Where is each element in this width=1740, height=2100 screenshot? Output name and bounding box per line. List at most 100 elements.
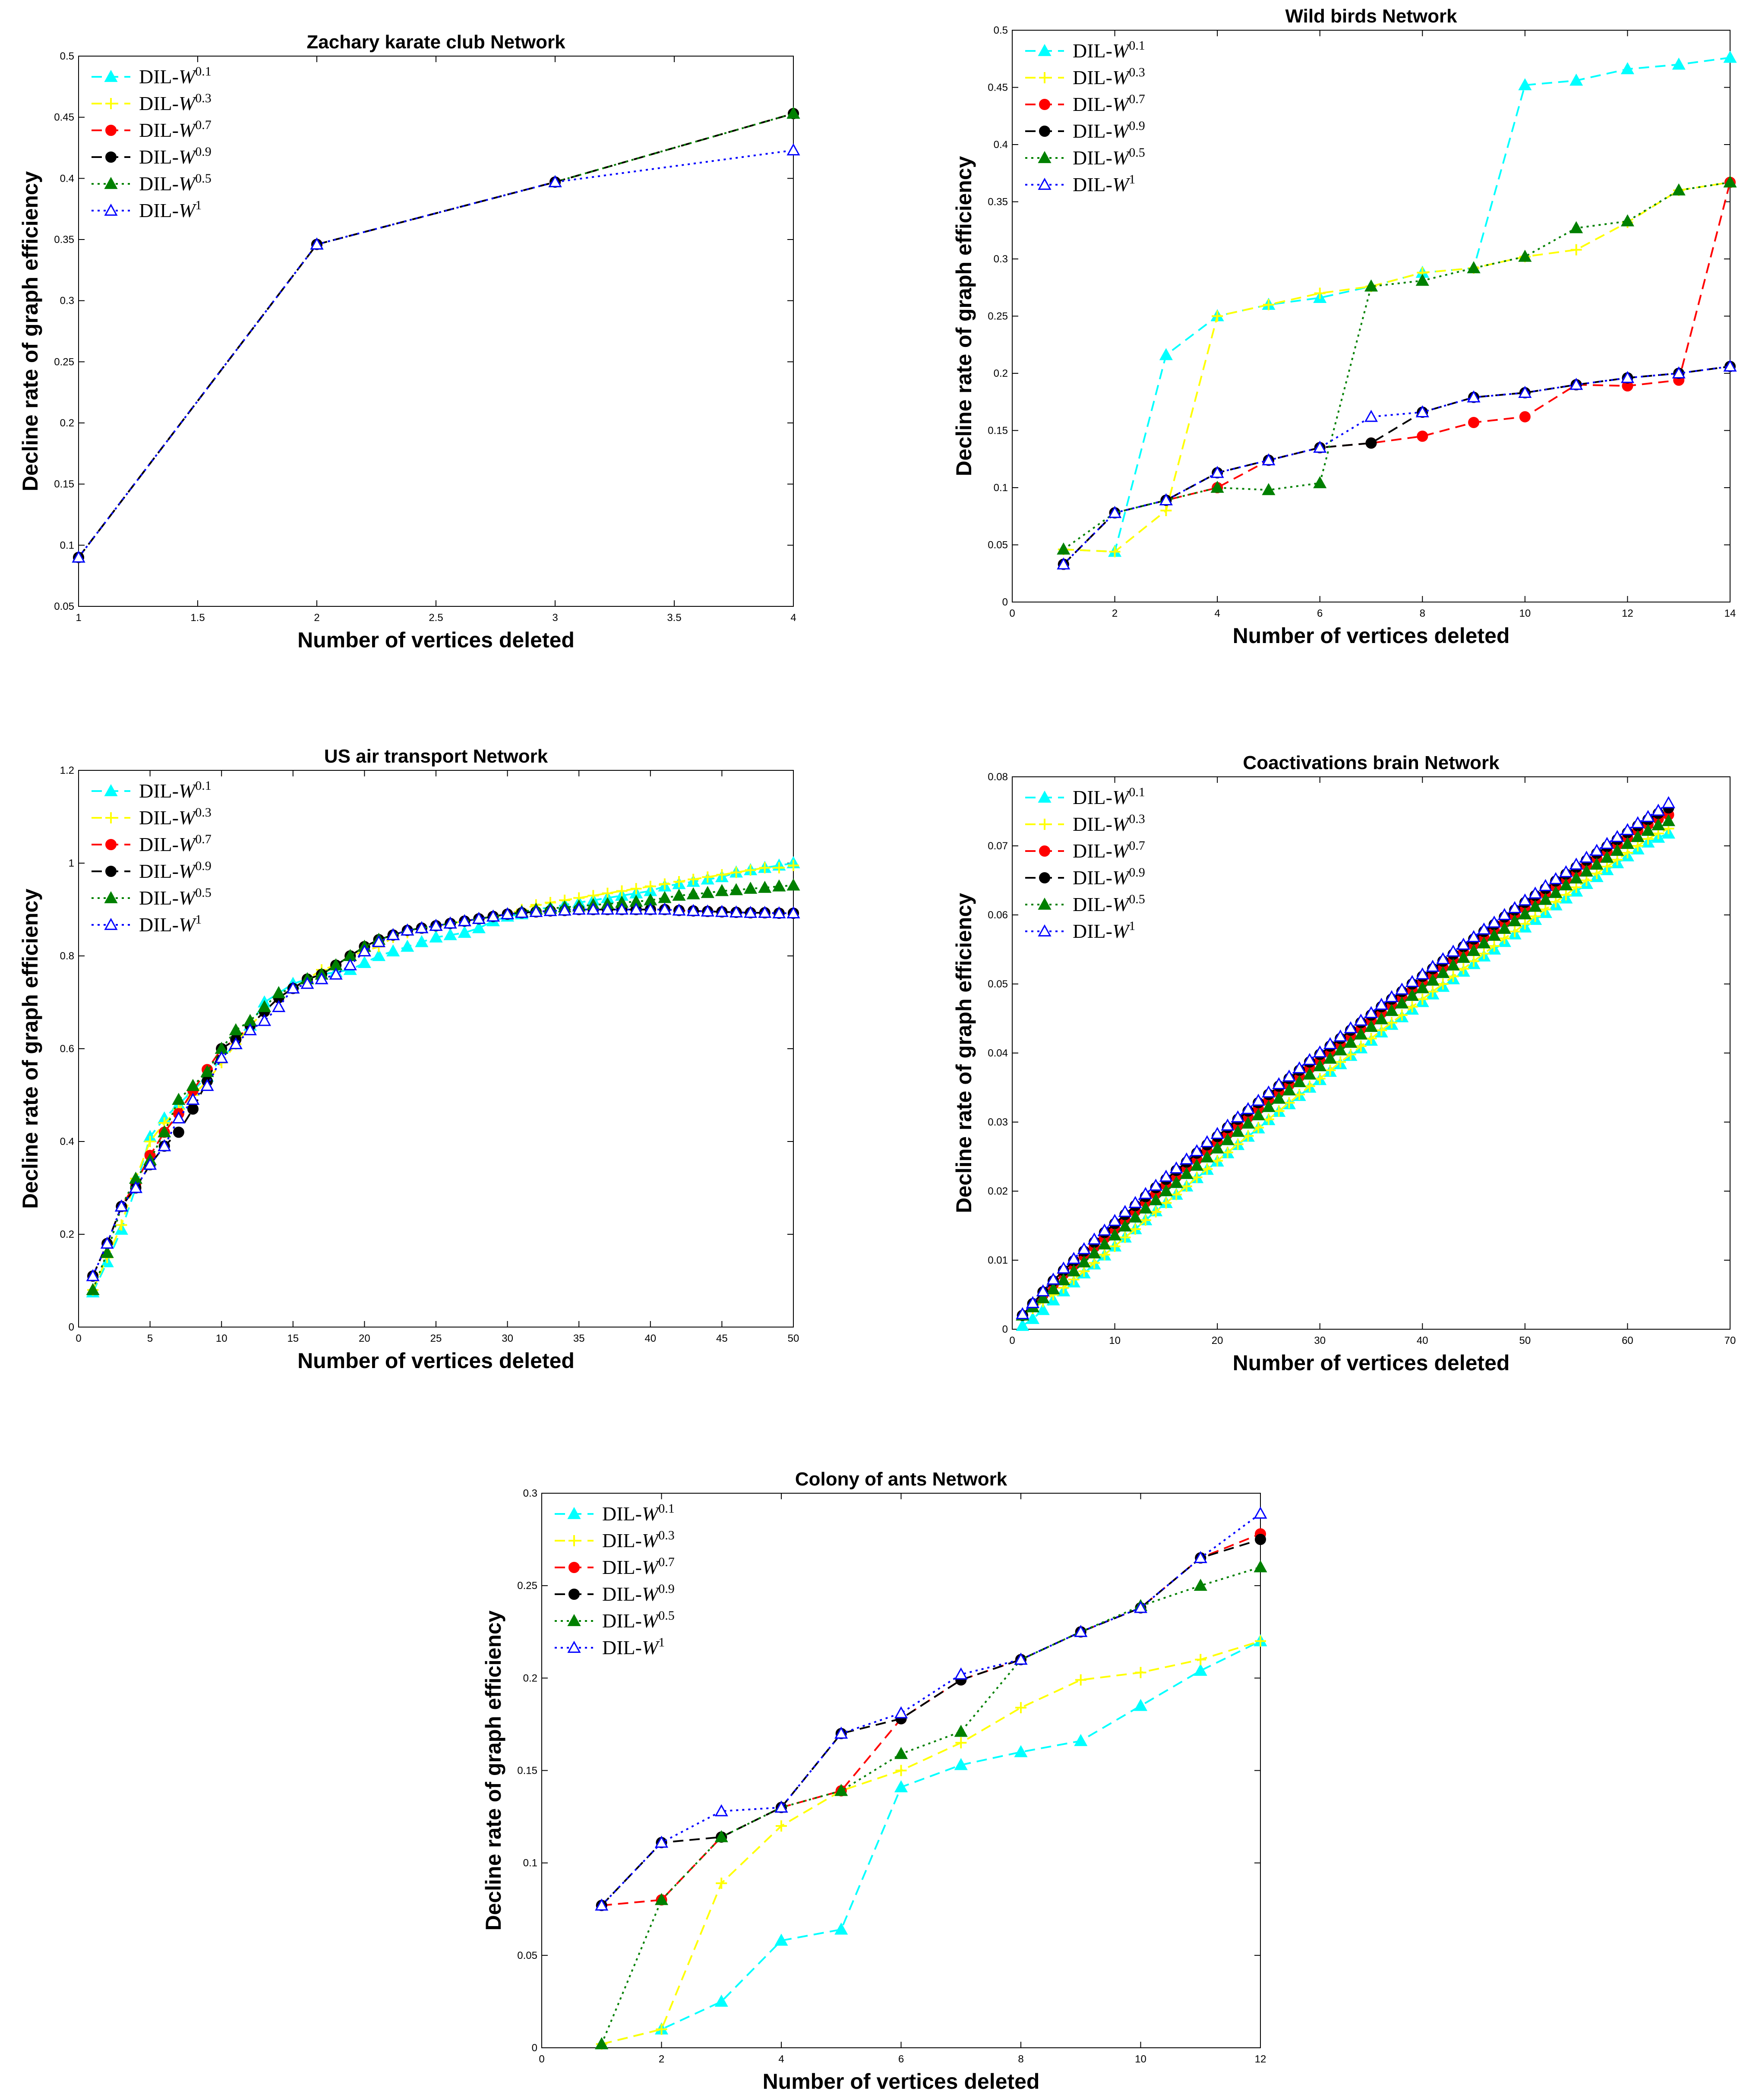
data-point: [144, 1136, 156, 1147]
data-point: [72, 550, 85, 563]
legend-entry: DIL-W1: [1073, 172, 1135, 195]
y-tick-label: 0.04: [988, 1047, 1008, 1059]
y-tick-label: 0.05: [988, 539, 1008, 551]
series-1: [1057, 50, 1737, 557]
series-line: [1063, 182, 1731, 565]
legend-prefix: DIL-: [602, 1583, 642, 1605]
data-point: [1632, 840, 1644, 851]
data-point: [1641, 810, 1655, 822]
data-point: [1427, 986, 1439, 997]
data-point: [1652, 818, 1665, 830]
data-point: [1241, 1116, 1255, 1129]
data-point: [1661, 814, 1676, 826]
data-point: [329, 967, 343, 980]
data-point: [1437, 978, 1449, 990]
legend-marker: [1039, 99, 1050, 110]
y-tick-label: 0.45: [988, 82, 1008, 94]
data-point: [1396, 1009, 1408, 1021]
data-point: [1415, 967, 1429, 980]
data-point: [186, 1078, 200, 1091]
data-point: [1386, 1017, 1398, 1028]
data-point: [644, 880, 656, 892]
data-point: [1195, 1654, 1206, 1665]
y-tick-label: 0.05: [988, 978, 1008, 990]
data-point: [1456, 951, 1470, 963]
x-tick-label: 1: [76, 612, 81, 624]
chart-title: Colony of ants Network: [795, 1469, 1007, 1490]
data-point: [1160, 1197, 1172, 1209]
y-tick-label: 0.1: [994, 482, 1008, 494]
data-point: [1108, 506, 1122, 518]
legend-entry: DIL-W0.9: [139, 859, 212, 882]
legend-var: W: [1112, 920, 1131, 942]
data-point: [1313, 1045, 1327, 1058]
data-point: [1364, 410, 1378, 422]
legend-prefix: DIL-: [1073, 173, 1112, 195]
data-point: [1181, 1180, 1192, 1192]
legend-sup: 0.1: [195, 779, 212, 793]
legend-prefix: DIL-: [139, 173, 179, 195]
legend-sup: 0.1: [1129, 785, 1145, 799]
data-point: [548, 175, 562, 187]
data-point: [1283, 1097, 1295, 1109]
legend-sup: 0.7: [658, 1555, 675, 1569]
legend-marker: [567, 1507, 581, 1519]
legend-var: W: [642, 1610, 660, 1632]
y-tick-label: 0.25: [54, 356, 74, 368]
legend-marker: [104, 203, 118, 216]
data-point: [701, 886, 714, 898]
data-point: [1611, 854, 1623, 865]
data-point: [1477, 936, 1491, 949]
legend-marker: [1038, 44, 1052, 56]
data-point: [1355, 1041, 1367, 1052]
data-point: [1313, 1059, 1327, 1072]
legend-entry: DIL-W0.9: [1073, 865, 1145, 889]
series-line: [1022, 828, 1669, 1316]
x-tick-label: 2: [1112, 608, 1118, 619]
data-point: [1323, 1051, 1337, 1064]
data-point: [772, 879, 786, 892]
data-point: [558, 903, 572, 916]
y-axis-label: Decline rate of graph efficiency: [18, 171, 42, 491]
data-point: [1087, 1246, 1101, 1258]
legend-var: W: [642, 1583, 660, 1605]
series-line: [1063, 181, 1731, 550]
series-line: [601, 1513, 1261, 1906]
legend-entry: DIL-W0.7: [139, 832, 212, 855]
data-point: [658, 891, 672, 903]
legend-marker: [105, 98, 117, 109]
data-point: [1057, 542, 1071, 555]
data-point: [1365, 437, 1377, 449]
data-point: [1528, 886, 1542, 899]
series-5: [1057, 175, 1737, 555]
data-point: [656, 2024, 667, 2035]
data-point: [1194, 1551, 1207, 1563]
legend-sup: 0.1: [658, 1501, 675, 1516]
legend-sup: 1: [1129, 919, 1135, 933]
legend-var: W: [179, 146, 197, 168]
legend-entry: DIL-W0.3: [1073, 65, 1145, 88]
data-point: [1528, 899, 1542, 912]
data-point: [1335, 1056, 1346, 1068]
data-point: [429, 930, 443, 943]
y-tick-label: 0.15: [517, 1765, 537, 1777]
data-point: [1036, 1291, 1050, 1303]
series-line: [92, 862, 794, 1293]
x-tick-label: 5: [147, 1333, 153, 1344]
legend-marker: [568, 1535, 580, 1546]
series-5: [595, 1560, 1267, 2050]
x-tick-label: 60: [1622, 1335, 1633, 1346]
data-point: [745, 864, 756, 876]
legend-sup: 0.5: [1129, 892, 1145, 906]
legend-entry: DIL-W1: [1073, 919, 1135, 942]
data-point: [310, 237, 324, 250]
y-tick-label: 0.4: [60, 1136, 74, 1148]
data-point: [1519, 411, 1531, 423]
data-point: [701, 904, 714, 917]
legend-prefix: DIL-: [1073, 840, 1112, 862]
data-point: [1549, 886, 1563, 898]
data-point: [1087, 1232, 1101, 1245]
data-point: [443, 928, 457, 940]
data-point: [659, 878, 670, 890]
data-point: [1212, 310, 1223, 322]
